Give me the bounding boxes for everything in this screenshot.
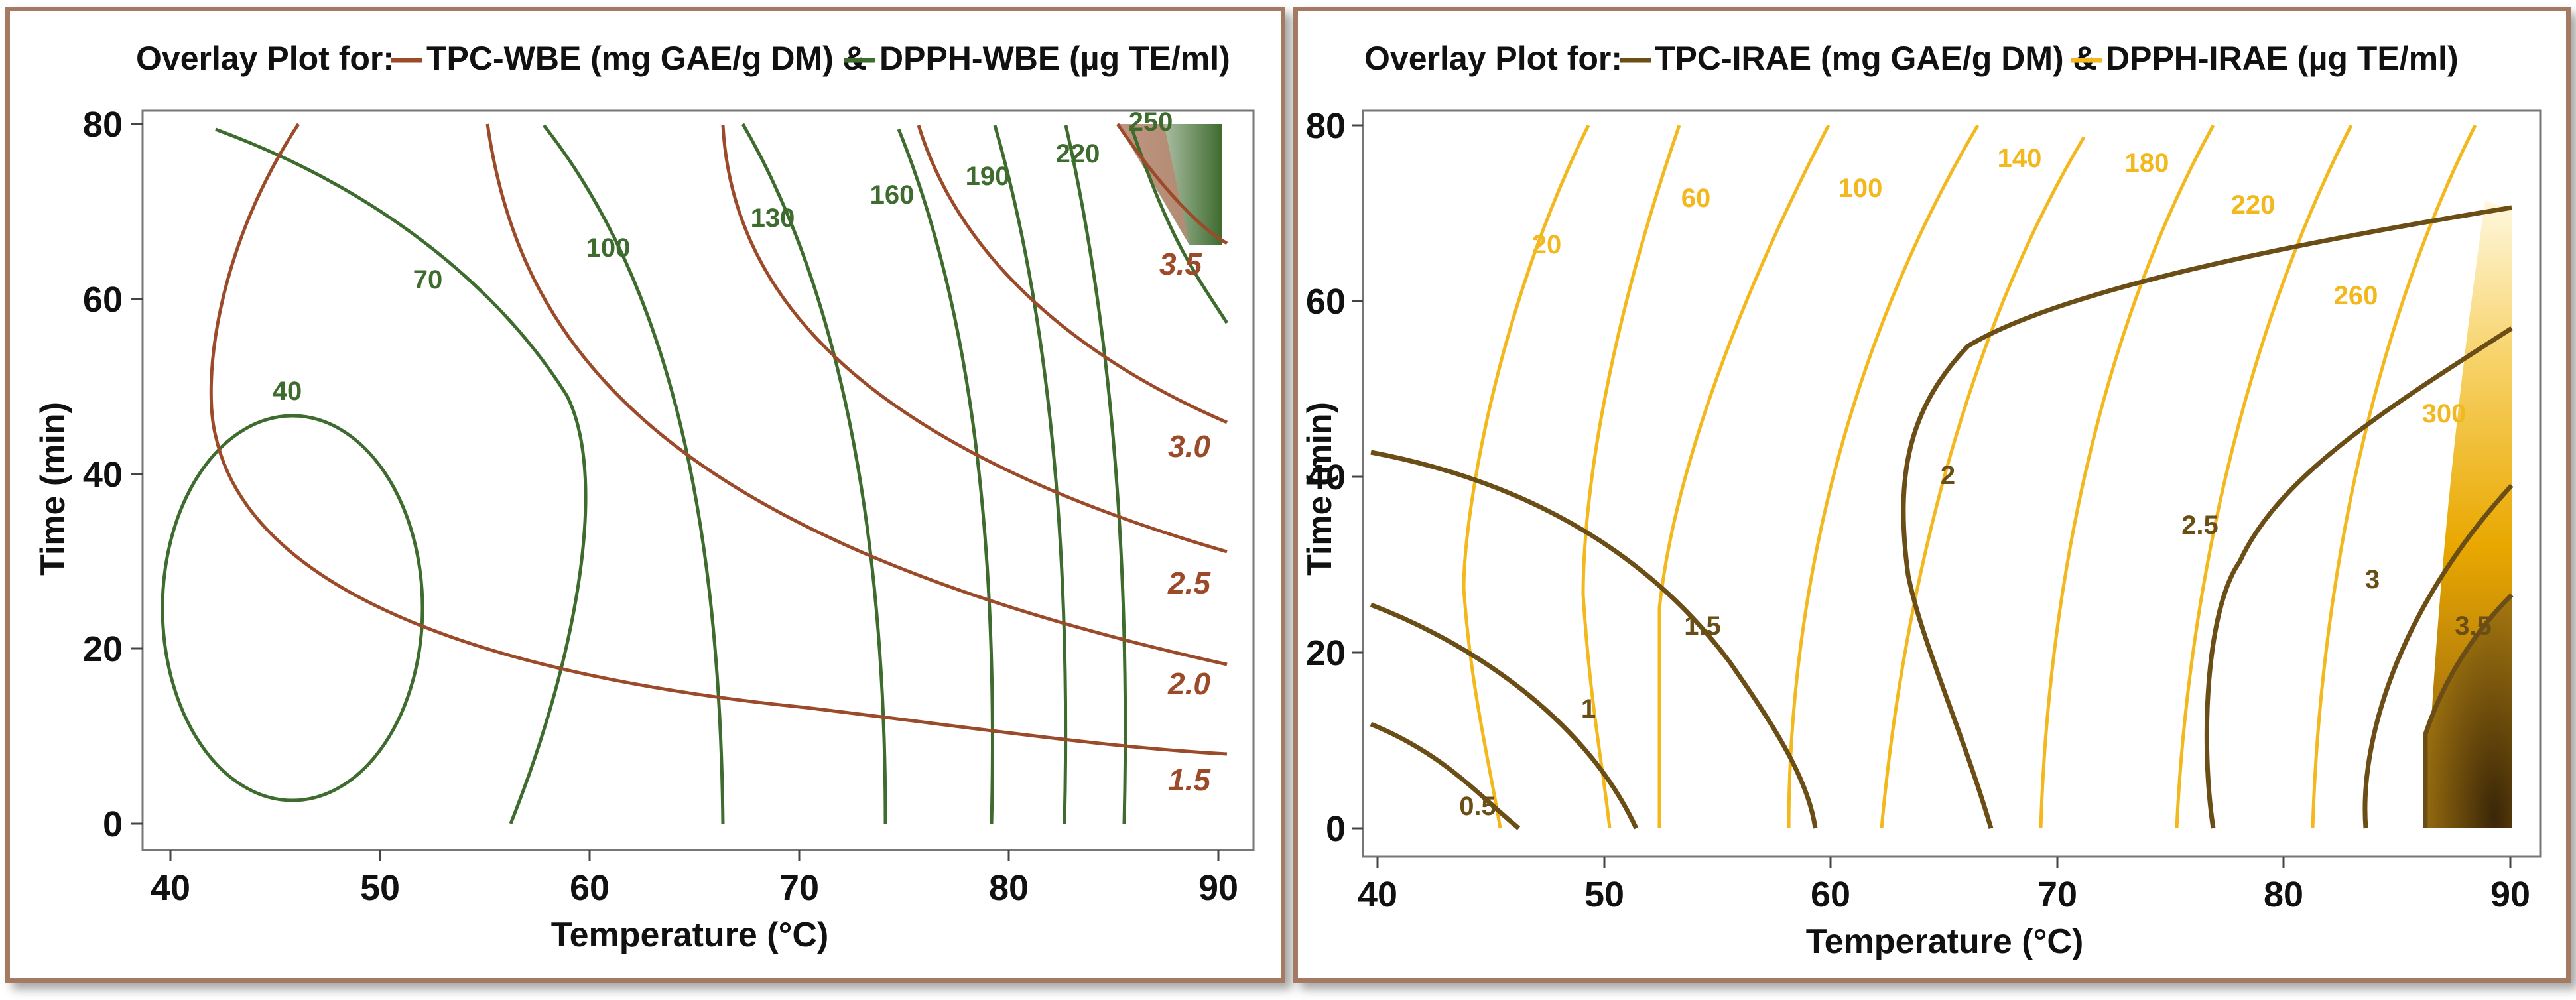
- wbe-plot-area: [141, 109, 1255, 851]
- wbe-ytick-80: 80: [83, 105, 123, 145]
- irae-tpc-contour-2.5: [2204, 326, 2513, 829]
- irae-legend-tpc: TPC-IRAE (mg GAE/g DM) &: [1655, 40, 2097, 77]
- irae-tpc-label-2.5: 2.5: [2181, 511, 2219, 540]
- irae-tpc-label-3: 3: [2365, 565, 2380, 594]
- wbe-dpph-contour-250: [1129, 125, 1229, 324]
- irae-tpc-3.5-region: [2425, 595, 2512, 828]
- irae-dpph-contour-20: [1462, 124, 1590, 829]
- wbe-ytick-40: 40: [83, 455, 123, 495]
- irae-dpph-label-100: 100: [1838, 174, 1883, 203]
- irae-xlabel: Temperature (°C): [1806, 922, 2084, 961]
- wbe-dpph-label-190: 190: [966, 162, 1010, 191]
- wbe-xtick-40: 40: [151, 868, 190, 908]
- irae-dpph-contour-180: [1880, 136, 2086, 829]
- wbe-tpc-label-3.5: 3.5: [1159, 247, 1202, 281]
- wbe-ylabel: Time (min): [34, 402, 72, 576]
- wbe-dpph-label-220: 220: [1056, 139, 1100, 168]
- irae-tpc-contour-0.5: [1370, 721, 1521, 830]
- overlay-plot-wbe: Overlay Plot for: TPC-WBE (mg GAE/g DM) …: [5, 7, 1285, 983]
- wbe-dpph-contour-70: [215, 127, 588, 824]
- irae-xtick-50: 50: [1584, 875, 1624, 914]
- wbe-tpc-label-1.5: 1.5: [1168, 763, 1211, 797]
- wbe-tpc-contour-3.0: [917, 125, 1228, 424]
- irae-ytick-80: 80: [1306, 106, 1346, 146]
- wbe-ytick-20: 20: [83, 629, 123, 669]
- irae-tpc-label-1.5: 1.5: [1684, 611, 1721, 641]
- wbe-ytick-0: 0: [103, 804, 123, 844]
- wbe-xtick-50: 50: [360, 868, 400, 908]
- wbe-dpph-contour-220: [1064, 125, 1127, 824]
- wbe-tpc-contour-3.5: [1116, 123, 1228, 245]
- irae-tpc-contour-2: [1901, 205, 2512, 829]
- wbe-title-prefix: Overlay Plot for:: [136, 40, 394, 77]
- irae-tpc-contours: [1370, 205, 2514, 830]
- wbe-xtick-70: 70: [779, 868, 819, 908]
- wbe-dpph-contour-190: [993, 125, 1068, 824]
- wbe-dpph-contour-160: [897, 129, 994, 824]
- wbe-dpph-contour-130: [741, 123, 887, 824]
- wbe-dpph-contour-100: [543, 124, 725, 824]
- wbe-tpc-contour-2.0: [485, 123, 1228, 666]
- irae-tpc-label-0.5: 0.5: [1459, 792, 1496, 821]
- irae-dpph-label-180: 180: [2125, 149, 2169, 178]
- irae-tpc-contour-3.5: [2423, 593, 2514, 828]
- irae-legend-dpph: DPPH-IRAE (µg TE/ml): [2106, 40, 2459, 77]
- wbe-dpph-label-160: 160: [870, 180, 915, 210]
- wbe-tpc-label-2.5: 2.5: [1167, 566, 1211, 600]
- irae-dpph-contour-100: [1657, 124, 1831, 828]
- irae-title-prefix: Overlay Plot for:: [1364, 40, 1622, 77]
- irae-tpc-contour-1.5: [1370, 450, 1818, 829]
- wbe-dpph-label-70: 70: [413, 265, 443, 294]
- wbe-dpph-label-130: 130: [751, 204, 795, 233]
- irae-ytick-40: 40: [1306, 458, 1346, 497]
- wbe-dpph-label-250: 250: [1129, 107, 1173, 137]
- wbe-dpph-label-100: 100: [586, 233, 631, 263]
- irae-dpph-label-260: 260: [2334, 281, 2378, 310]
- wbe-ytick-60: 60: [83, 280, 123, 320]
- irae-dpph-contour-60: [1581, 125, 1681, 829]
- wbe-chart-svg: Overlay Plot for: TPC-WBE (mg GAE/g DM) …: [34, 40, 1255, 954]
- irae-dpph-contour-220: [2039, 124, 2215, 829]
- irae-dpph-label-140: 140: [1998, 144, 2042, 173]
- wbe-dpph-contour-40: [161, 414, 424, 802]
- wbe-xtick-80: 80: [989, 868, 1029, 908]
- irae-tpc-label-3.5: 3.5: [2455, 611, 2492, 641]
- irae-ylabel: Time (min): [1301, 402, 1339, 576]
- irae-dpph-label-60: 60: [1681, 184, 1711, 213]
- irae-ytick-20: 20: [1306, 633, 1346, 673]
- wbe-tpc-contour-1.5: [209, 123, 1228, 756]
- wbe-xlabel: Temperature (°C): [551, 916, 829, 954]
- wbe-dpph-label-40: 40: [273, 377, 302, 406]
- irae-xtick-60: 60: [1811, 875, 1850, 914]
- irae-ytick-0: 0: [1326, 809, 1346, 849]
- irae-dpph-contours: [1462, 124, 2477, 829]
- irae-ytick-60: 60: [1306, 282, 1346, 322]
- irae-tpc-contour-3: [2362, 483, 2514, 829]
- irae-tpc-contour-1: [1370, 602, 1639, 830]
- wbe-xtick-90: 90: [1198, 868, 1238, 908]
- wbe-legend-tpc: TPC-WBE (mg GAE/g DM) &: [426, 40, 867, 77]
- wbe-tpc-label-2.0: 2.0: [1167, 666, 1210, 701]
- wbe-legend-dpph: DPPH-WBE (µg TE/ml): [879, 40, 1230, 77]
- overlay-plot-irae: Overlay Plot for: TPC-IRAE (mg GAE/g DM)…: [1293, 7, 2571, 983]
- irae-chart-svg: Overlay Plot for: TPC-IRAE (mg GAE/g DM)…: [1301, 40, 2542, 961]
- wbe-tpc-contour-2.5: [721, 125, 1228, 554]
- irae-xtick-40: 40: [1358, 875, 1397, 914]
- irae-xtick-80: 80: [2264, 875, 2303, 914]
- irae-dpph-contour-300: [2311, 124, 2477, 829]
- irae-tpc-label-2: 2: [1941, 461, 1955, 490]
- irae-dpph-contour-260: [2175, 124, 2353, 829]
- irae-dpph-label-220: 220: [2231, 190, 2276, 219]
- irae-dpph-label-20: 20: [1532, 230, 1562, 259]
- irae-xtick-70: 70: [2037, 875, 2077, 914]
- wbe-tpc-contours: [209, 123, 1228, 756]
- irae-tpc-label-1: 1: [1581, 694, 1596, 723]
- wbe-tpc-label-3.0: 3.0: [1168, 429, 1210, 464]
- irae-plot-area: [1362, 109, 2542, 858]
- irae-xtick-90: 90: [2490, 875, 2530, 914]
- irae-dpph-contour-140: [1787, 124, 1980, 829]
- irae-dpph-label-300: 300: [2422, 399, 2467, 428]
- wbe-xtick-60: 60: [570, 868, 610, 908]
- wbe-dpph-contours: [161, 123, 1229, 824]
